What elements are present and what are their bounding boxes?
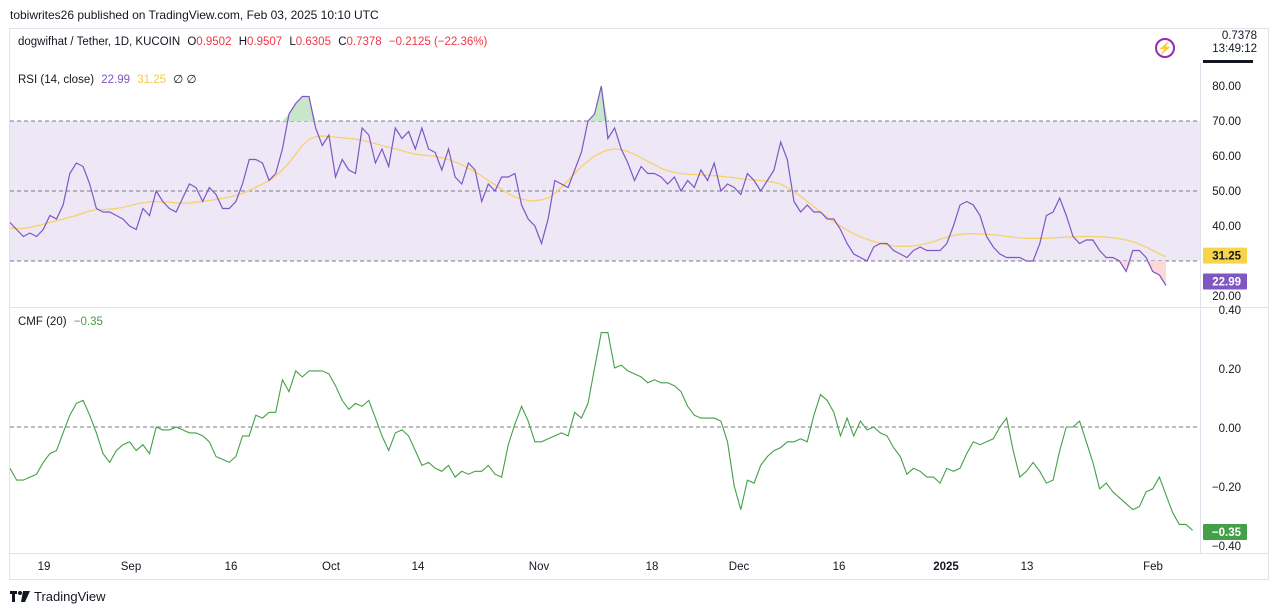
rsi-value-badge: 22.99	[1212, 277, 1241, 289]
cmf-legend-name: CMF (20)	[18, 316, 67, 328]
xtick-label: 16	[225, 561, 238, 573]
xtick-label: Oct	[322, 561, 341, 573]
rsi-ma-badge-bg	[1203, 247, 1247, 264]
footer-brand: TradingView	[34, 589, 106, 604]
cmf-ytick-label: 0.20	[1219, 364, 1241, 376]
cmf-ytick-label: −0.20	[1212, 482, 1241, 494]
cmf-line[interactable]	[9, 332, 1193, 531]
symbol-name[interactable]: dogwifhat / Tether, 1D, KUCOIN	[18, 36, 181, 48]
cmf-ytick-label: 0.40	[1219, 305, 1241, 317]
open-key: O	[187, 36, 197, 48]
xtick-label: Nov	[529, 561, 550, 573]
xtick-label: 13	[1021, 561, 1034, 573]
xtick-label: 2025	[933, 561, 959, 573]
cmf-legend-value: −0.35	[73, 316, 103, 328]
price-scale-header: 0.7378 13:49:12	[1212, 30, 1257, 56]
rsi-ytick-label: 70.00	[1212, 116, 1241, 128]
footer: TradingView	[10, 589, 106, 604]
bar-countdown: 13:49:12	[1212, 43, 1257, 55]
cmf-ytick-label: 0.00	[1219, 423, 1241, 435]
cmf-ytick-label: −0.40	[1212, 541, 1241, 553]
symbol-info: dogwifhat / Tether, 1D, KUCOIN O0.9502 H…	[18, 36, 487, 48]
high-key: H	[238, 36, 247, 48]
change-value: −0.2125 (−22.36%)	[388, 36, 488, 48]
xtick-label: 19	[38, 561, 51, 573]
rsi-oversold-fill-0	[1119, 261, 1133, 272]
rsi-ytick-label: 50.00	[1212, 186, 1241, 198]
xtick-label: Dec	[729, 561, 750, 573]
rsi-legend-value: 22.99	[101, 74, 131, 86]
low-value: 0.6305	[295, 36, 331, 48]
tradingview-logo-icon	[10, 590, 30, 602]
cmf-legend[interactable]: CMF (20) −0.35	[18, 316, 103, 328]
rsi-ma-badge: 31.25	[1212, 251, 1241, 263]
xtick-label: Feb	[1143, 561, 1163, 573]
rsi-legend[interactable]: RSI (14, close) 22.99 31.25 ∅ ∅	[18, 72, 196, 86]
rsi-ytick-label: 20.00	[1212, 291, 1241, 303]
cmf-value-badge: −0.35	[1212, 527, 1242, 539]
xtick-label: Sep	[121, 561, 141, 573]
cmf-value-badge-bg	[1203, 524, 1247, 540]
axes: 80.00 70.00 60.00 50.00 40.00 20.00 31.25 22.99…	[9, 63, 1268, 573]
xtick-label: 16	[833, 561, 846, 573]
rsi-ytick-label: 80.00	[1212, 81, 1241, 93]
rsi-legend-ma-value: 31.25	[137, 74, 167, 86]
rsi-pane	[9, 85, 1200, 286]
xtick-label: 14	[412, 561, 425, 573]
low-key: L	[289, 36, 296, 48]
price-marker	[1203, 60, 1253, 63]
lightning-icon[interactable]: ⚡	[1155, 38, 1175, 58]
close-key: C	[338, 36, 347, 48]
rsi-line[interactable]	[9, 85, 1167, 286]
xtick-label: 18	[646, 561, 659, 573]
open-value: 0.9502	[196, 36, 232, 48]
publisher-line: tobiwrites26 published on TradingView.co…	[10, 8, 379, 22]
close-value: 0.7378	[346, 36, 382, 48]
last-price: 0.7378	[1221, 30, 1257, 42]
rsi-legend-name: RSI (14, close)	[18, 74, 95, 86]
rsi-value-badge-bg	[1203, 273, 1247, 290]
rsi-legend-extra: ∅ ∅	[173, 74, 197, 86]
chart-frame	[9, 28, 1269, 580]
cmf-pane	[9, 332, 1200, 531]
high-value: 0.9507	[247, 36, 283, 48]
rsi-ytick-label: 40.00	[1212, 221, 1241, 233]
rsi-ytick-label: 60.00	[1212, 151, 1241, 163]
rsi-overbought-fill-0	[282, 96, 316, 121]
